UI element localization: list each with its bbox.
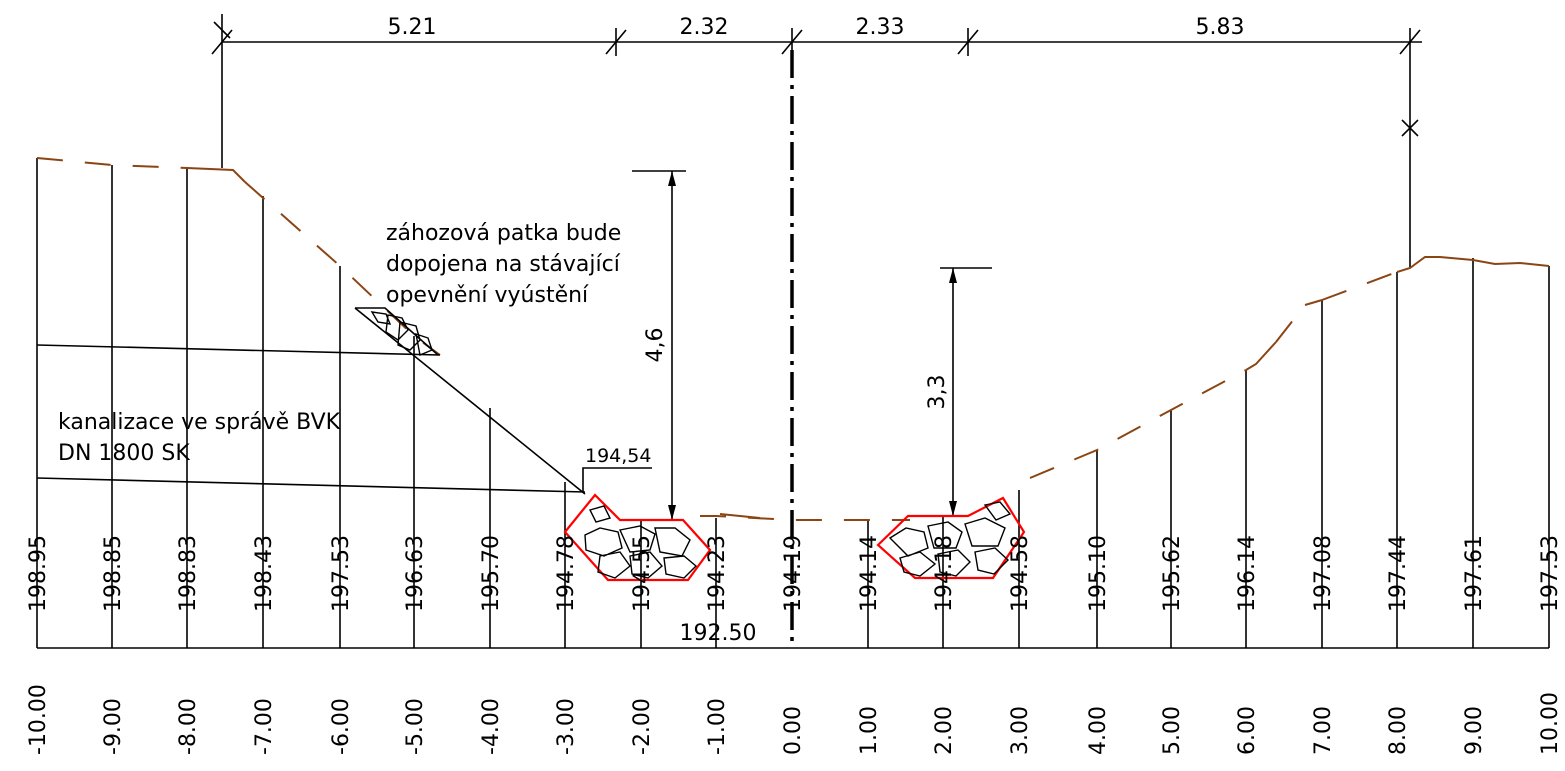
elevation-label: 198.85 (101, 535, 126, 612)
elevation-label: 198.83 (176, 535, 201, 612)
elevation-label: 197.53 (1538, 535, 1563, 612)
sewer-pipe (36, 344, 586, 493)
offset-label: -5.00 (403, 698, 428, 755)
elevation-label: 195.62 (1160, 535, 1185, 612)
offset-label: 5.00 (1160, 706, 1185, 755)
offset-label: -2.00 (630, 698, 655, 755)
offset-labels: -10.00 -9.00 -8.00 -7.00 -6.00 -5.00 -4.00 -3.0… (26, 684, 1563, 755)
offset-label: 10.00 (1538, 692, 1563, 755)
height-label: 4,6 (643, 328, 668, 363)
elevation-label: 195.70 (479, 535, 504, 612)
note-line: dopojena na stávající (386, 252, 621, 277)
toe-note: záhozová patka bude dopojena na stávajíc… (386, 221, 621, 308)
height-dimension-left: 4,6 (632, 170, 686, 520)
dimension-label: 2.32 (680, 15, 729, 40)
level-label: 194,54 (585, 445, 651, 467)
note-line: záhozová patka bude (386, 221, 621, 246)
offset-label: -6.00 (329, 698, 354, 755)
elevation-label: 197.53 (329, 535, 354, 612)
offset-label: 3.00 (1008, 706, 1033, 755)
elevation-label: 194.18 (932, 535, 957, 612)
offset-label: 7.00 (1311, 706, 1336, 755)
elevation-label: 194.58 (1008, 535, 1033, 612)
sewer-note: kanalizace ve správě BVK DN 1800 SK (58, 410, 341, 466)
elevation-label: 198.43 (252, 535, 277, 612)
dimension-label: 5.83 (1196, 15, 1245, 40)
offset-label: -7.00 (252, 698, 277, 755)
offset-label: 6.00 (1235, 706, 1260, 755)
offset-label: -9.00 (101, 698, 126, 755)
elevation-label: 197.08 (1311, 535, 1336, 612)
dimension-label: 2.33 (856, 15, 905, 40)
elevation-label: 194.19 (781, 535, 806, 612)
rock-toe-left (563, 493, 712, 582)
offset-label: 8.00 (1386, 706, 1411, 755)
elevation-label: 196.63 (403, 535, 428, 612)
elevation-label: 194.78 (554, 535, 579, 612)
offset-label: 4.00 (1086, 706, 1111, 755)
elevation-label: 198.95 (26, 535, 51, 612)
datum-label: 192.50 (680, 621, 757, 646)
offset-label: -10.00 (26, 684, 51, 755)
offset-label: 9.00 (1462, 706, 1487, 755)
height-dimension-right: 3,3 (925, 267, 992, 516)
elevation-label: 196.14 (1235, 535, 1260, 612)
elevation-label: 194.23 (705, 535, 730, 612)
offset-label: -3.00 (554, 698, 579, 755)
offset-label: 0.00 (781, 706, 806, 755)
level-marker: 194,54 (582, 445, 652, 492)
offset-label: -4.00 (479, 698, 504, 755)
slope-protection (354, 307, 586, 495)
height-label: 3,3 (925, 375, 950, 410)
offset-label: 2.00 (932, 706, 957, 755)
offset-label: -1.00 (705, 698, 730, 755)
elevation-label: 195.10 (1086, 535, 1111, 612)
rock-toe-right (876, 496, 1026, 580)
dimension-chain: 5.21 2.32 2.33 5.83 (211, 14, 1422, 268)
elevation-label: 194.55 (630, 535, 655, 612)
offset-label: -8.00 (176, 698, 201, 755)
offset-label: 1.00 (857, 706, 882, 755)
elevation-label: 197.61 (1462, 535, 1487, 612)
station-lines (36, 158, 1550, 648)
note-line: kanalizace ve správě BVK (58, 410, 341, 435)
elevation-label: 197.44 (1386, 535, 1411, 612)
dimension-label: 5.21 (388, 15, 437, 40)
elevation-label: 194.14 (857, 535, 882, 612)
elevation-labels: 198.95 198.85 198.83 198.43 197.53 196.63 195.… (26, 535, 1563, 612)
note-line: DN 1800 SK (58, 441, 190, 466)
note-line: opevnění vyústění (386, 283, 589, 308)
